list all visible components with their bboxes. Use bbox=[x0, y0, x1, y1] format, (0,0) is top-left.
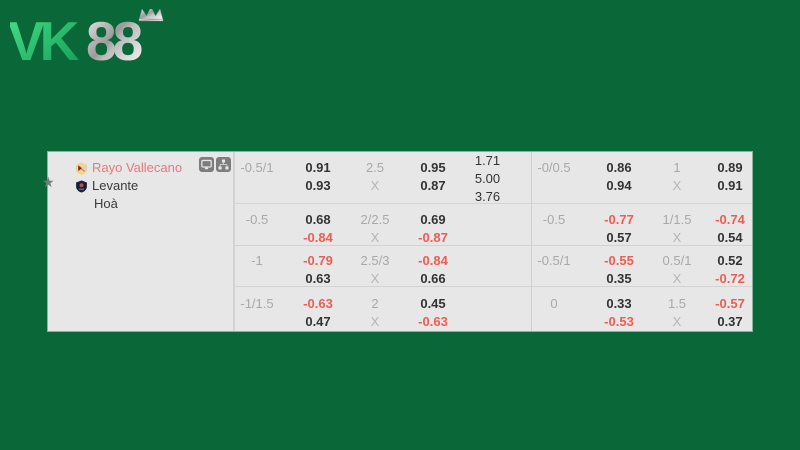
svg-text:88: 88 bbox=[86, 10, 142, 72]
svg-text:VK: VK bbox=[10, 10, 80, 72]
